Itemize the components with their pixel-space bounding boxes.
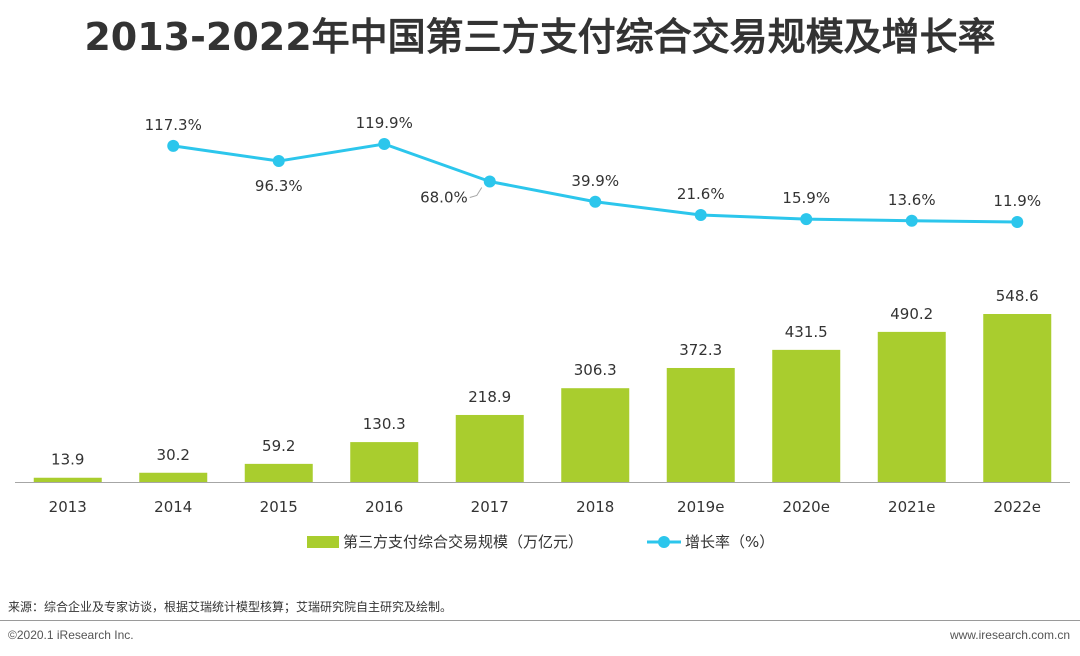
- growth-point-2019e: [694, 208, 707, 221]
- bar-value-label-2020e: 431.5: [785, 323, 828, 341]
- x-tick-label-2017: 2017: [471, 498, 509, 516]
- bar-2017: [455, 414, 524, 482]
- bar-2013: [33, 477, 102, 482]
- growth-label-leader-2017: [469, 187, 483, 198]
- x-tick-label-2013: 2013: [49, 498, 87, 516]
- bar-value-label-2016: 130.3: [363, 415, 406, 433]
- bar-2018: [561, 388, 630, 482]
- bar-2021e: [877, 331, 946, 482]
- website-link[interactable]: www.iresearch.com.cn: [949, 628, 1070, 642]
- legend-line-label: 增长率（%）: [685, 533, 774, 551]
- x-tick-label-2014: 2014: [154, 498, 192, 516]
- growth-point-2014: [167, 139, 180, 152]
- growth-value-label-2014: 117.3%: [145, 116, 202, 134]
- legend: 第三方支付综合交易规模（万亿元） 增长率（%）: [307, 533, 774, 551]
- source-note: 来源：综合企业及专家访谈，根据艾瑞统计模型核算；艾瑞研究院自主研究及绘制。: [8, 600, 453, 614]
- legend-bar-swatch: [307, 536, 339, 548]
- chart-svg: 13.9 30.2 59.2 130.3 218.9 306.3 372.3 431.5 490…: [15, 114, 1070, 551]
- x-tick-label-2021e: 2021e: [888, 498, 935, 516]
- chart-title: 2013-2022年中国第三方支付综合交易规模及增长率: [84, 15, 996, 59]
- bar-2015: [244, 463, 313, 482]
- bar-value-label-2018: 306.3: [574, 361, 617, 379]
- growth-value-label-2015: 96.3%: [255, 177, 303, 195]
- growth-value-label-2016: 119.9%: [356, 114, 413, 132]
- growth-point-2020e: [800, 213, 813, 226]
- x-tick-label-2020e: 2020e: [783, 498, 830, 516]
- bar-value-label-2014: 30.2: [157, 446, 190, 464]
- x-tick-label-2019e: 2019e: [677, 498, 724, 516]
- growth-value-label-2019e: 21.6%: [677, 185, 725, 203]
- bar-value-label-2022e: 548.6: [996, 287, 1039, 305]
- x-tick-label-2016: 2016: [365, 498, 403, 516]
- bar-value-label-2015: 59.2: [262, 437, 295, 455]
- legend-line-marker: [658, 536, 670, 548]
- growth-value-label-2021e: 13.6%: [888, 191, 936, 209]
- growth-point-2021e: [905, 214, 918, 227]
- growth-value-label-2020e: 15.9%: [782, 189, 830, 207]
- growth-point-2015: [272, 155, 285, 168]
- bar-2014: [139, 472, 208, 482]
- bar-2019e: [666, 367, 735, 482]
- footer-divider: [0, 620, 1080, 621]
- x-tick-label-2015: 2015: [260, 498, 298, 516]
- bar-2020e: [772, 349, 841, 482]
- copyright-text: ©2020.1 iResearch Inc.: [8, 628, 134, 642]
- growth-value-label-2022e: 11.9%: [993, 192, 1041, 210]
- x-tick-label-2018: 2018: [576, 498, 614, 516]
- growth-point-2018: [589, 195, 602, 208]
- growth-point-2022e: [1011, 216, 1024, 228]
- bar-value-label-2013: 13.9: [51, 451, 84, 469]
- bar-2022e: [983, 314, 1052, 482]
- growth-value-label-2017: 68.0%: [420, 188, 468, 206]
- bar-value-label-2021e: 490.2: [890, 305, 933, 323]
- growth-point-2016: [378, 138, 391, 150]
- bar-value-label-2017: 218.9: [468, 388, 511, 406]
- bar-value-label-2019e: 372.3: [679, 341, 722, 359]
- x-tick-label-2022e: 2022e: [994, 498, 1041, 516]
- bar-2016: [350, 442, 419, 482]
- growth-point-2017: [483, 175, 496, 188]
- growth-value-label-2018: 39.9%: [571, 172, 619, 190]
- legend-bar-label: 第三方支付综合交易规模（万亿元）: [343, 533, 583, 551]
